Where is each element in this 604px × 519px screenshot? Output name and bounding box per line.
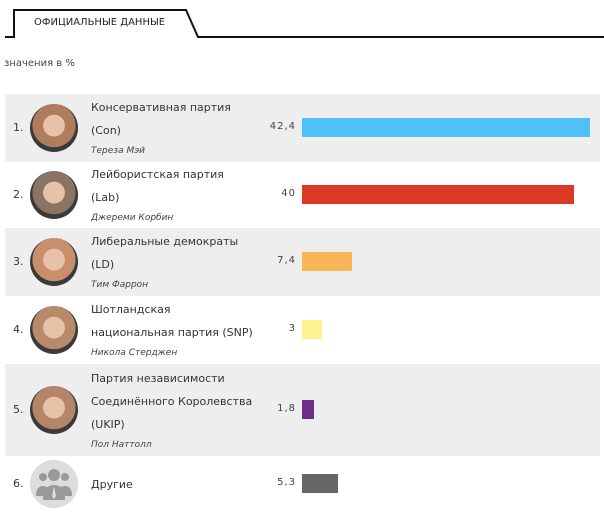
party-name-line: (Con)	[91, 124, 121, 137]
party-name-line: (Lab)	[91, 191, 120, 204]
leader-photo	[30, 386, 78, 434]
party-name-line: Либеральные демократы	[91, 235, 239, 248]
party-name-line: (UKIP)	[91, 417, 125, 431]
value-label: 3	[288, 323, 296, 334]
bar	[302, 185, 574, 204]
bar	[302, 474, 338, 493]
tab-official-data[interactable]: ОФИЦИАЛЬНЫЕ ДАННЫЕ	[34, 17, 166, 28]
party-name-line: Шотландская	[91, 303, 171, 316]
leader-name: Джереми Корбин	[91, 213, 174, 223]
value-label: 1,8	[277, 403, 296, 414]
party-name-line: Другие	[91, 477, 133, 491]
rank: 6.	[13, 477, 24, 490]
unit-label: значения в %	[4, 58, 75, 69]
leader-photo	[30, 104, 78, 152]
rank: 4.	[13, 323, 24, 336]
party-name-line: национальная партия (SNP)	[91, 326, 253, 339]
party-name-line: Консервативная партия	[91, 101, 231, 114]
party-row: 4. Шотландская национальная партия (SNP) Ни…	[5, 296, 600, 364]
party-row: 1. Консервативная партия (Con) Тереза Мэй 42…	[5, 94, 600, 162]
bar	[302, 118, 590, 137]
leader-name: Тереза Мэй	[91, 146, 145, 156]
party-row: 3. Либеральные демократы (LD) Тим Фаррон 7,4	[5, 228, 600, 296]
rank: 5.	[13, 403, 24, 416]
rank: 2.	[13, 188, 24, 201]
leader-photo	[30, 171, 78, 219]
tab-outline	[5, 9, 604, 38]
party-name-line: Соединённого Королевства	[91, 394, 253, 408]
bar	[302, 400, 315, 419]
party-name-line: Лейбористская партия	[91, 168, 224, 181]
rank: 3.	[13, 255, 24, 268]
value-label: 7,4	[277, 255, 296, 266]
value-label: 40	[281, 188, 296, 199]
leader-name: Пол Наттолл	[91, 439, 152, 450]
leader-name: Тим Фаррон	[91, 280, 149, 290]
group-icon	[30, 460, 78, 508]
rank: 1.	[13, 121, 24, 134]
value-label: 5,3	[277, 477, 296, 488]
leader-photo	[30, 238, 78, 286]
value-label: 42,4	[269, 121, 296, 132]
party-row: 5. Партия независимости Соединённого Корол…	[5, 364, 600, 456]
bar	[302, 320, 323, 339]
party-row: 2. Лейбористская партия (Lab) Джереми Корби…	[5, 162, 600, 228]
leader-name: Никола Стерджен	[91, 348, 178, 358]
bar	[302, 252, 353, 271]
party-row: 6. Другие 5,3	[5, 456, 600, 512]
party-name-line: Партия независимости	[91, 371, 225, 385]
party-name-line: (LD)	[91, 258, 115, 271]
leader-photo	[30, 306, 78, 354]
